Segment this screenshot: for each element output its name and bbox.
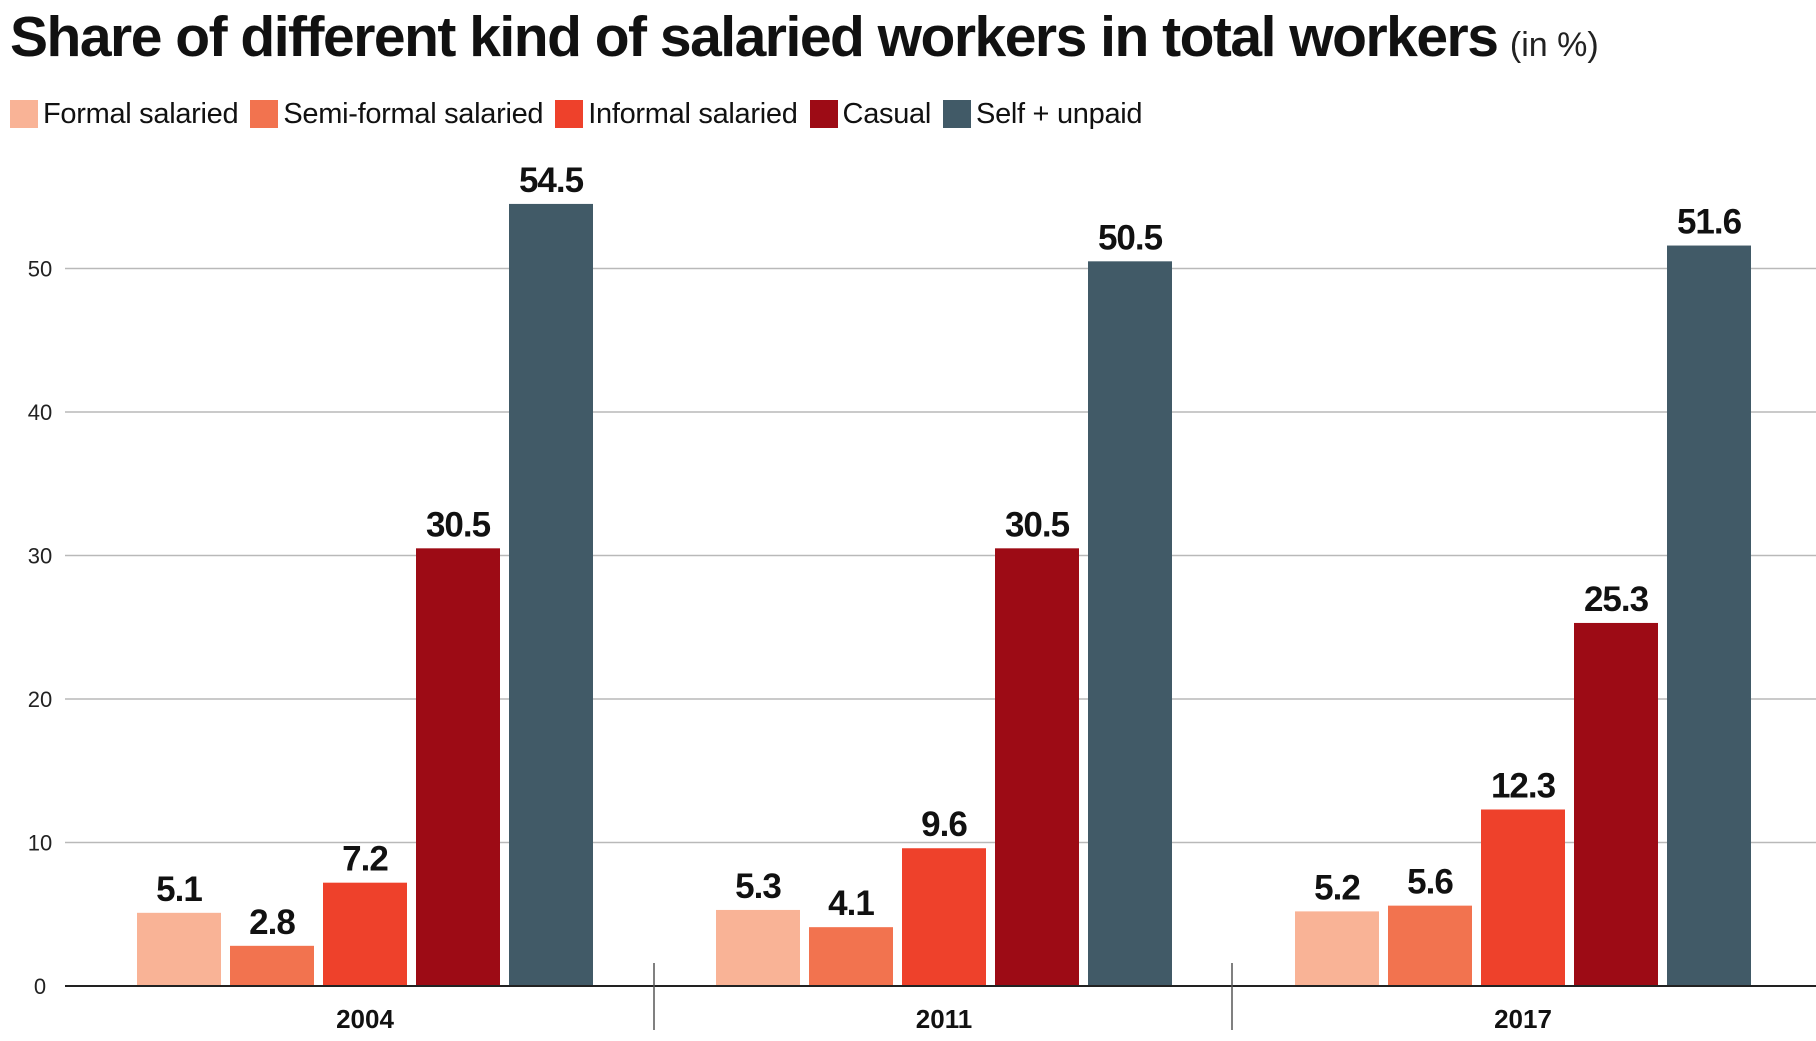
bar-2011-self-unpaid	[1088, 261, 1172, 986]
data-label-2004-casual: 30.5	[426, 505, 491, 544]
chart-title-unit: (in %)	[1509, 26, 1599, 64]
y-tick-label-30: 30	[28, 544, 52, 569]
bar-2011-semi-formal-salaried	[809, 927, 893, 986]
legend-label-casual: Casual	[842, 97, 932, 130]
data-label-2004-semi-formal-salaried: 2.8	[249, 903, 295, 942]
legend: Formal salaried Semi-formal salaried Inf…	[10, 94, 1154, 134]
bar-2017-self-unpaid	[1667, 245, 1751, 987]
legend-swatch-informal-salaried	[555, 100, 584, 128]
legend-swatch-formal-salaried	[10, 100, 38, 128]
legend-label-semi-formal-salaried: Semi-formal salaried	[283, 97, 544, 130]
data-label-2011-informal-salaried: 9.6	[921, 805, 967, 844]
legend-item-informal-salaried: Informal salaried	[555, 97, 798, 131]
bar-2011-informal-salaried	[902, 848, 986, 986]
legend-label-formal-salaried: Formal salaried	[43, 97, 239, 130]
data-label-2011-self-unpaid: 50.5	[1098, 218, 1163, 257]
bar-2017-casual	[1574, 622, 1658, 986]
legend-swatch-self-unpaid	[943, 100, 972, 128]
legend-item-semi-formal-salaried: Semi-formal salaried	[250, 97, 544, 131]
data-label-2011-formal-salaried: 5.3	[735, 867, 781, 906]
data-label-2017-semi-formal-salaried: 5.6	[1407, 863, 1453, 902]
y-tick-label-0: 0	[34, 974, 46, 999]
bar-2011-formal-salaried	[716, 909, 800, 986]
legend-swatch-semi-formal-salaried	[250, 100, 279, 128]
legend-swatch-casual	[809, 100, 838, 128]
y-tick-label-40: 40	[28, 400, 52, 425]
legend-item-self-unpaid: Self + unpaid	[943, 97, 1143, 131]
bar-2004-self-unpaid	[509, 203, 593, 987]
bar-2011-casual	[995, 548, 1079, 986]
bar-2017-informal-salaried	[1481, 809, 1565, 986]
data-label-2017-self-unpaid: 51.6	[1677, 203, 1742, 242]
bar-2004-semi-formal-salaried	[230, 945, 314, 986]
y-tick-label-50: 50	[28, 257, 52, 282]
data-label-2004-informal-salaried: 7.2	[342, 840, 388, 879]
data-label-2017-formal-salaried: 5.2	[1314, 868, 1360, 907]
data-label-2011-semi-formal-salaried: 4.1	[828, 884, 874, 923]
x-category-label-2017: 2017	[1494, 1004, 1552, 1034]
x-category-label-2011: 2011	[916, 1004, 972, 1034]
legend-item-formal-salaried: Formal salaried	[10, 97, 239, 131]
bar-2017-semi-formal-salaried	[1388, 905, 1472, 986]
y-tick-label-20: 20	[28, 687, 52, 712]
data-label-2011-casual: 30.5	[1005, 505, 1070, 544]
y-tick-label-10: 10	[28, 831, 52, 856]
legend-label-informal-salaried: Informal salaried	[588, 97, 798, 130]
bar-2004-informal-salaried	[323, 882, 407, 986]
chart-title-main: Share of different kind of salaried work…	[10, 5, 1499, 69]
bar-2017-formal-salaried	[1295, 911, 1379, 986]
legend-label-self-unpaid: Self + unpaid	[976, 97, 1143, 130]
data-label-2017-casual: 25.3	[1584, 580, 1649, 619]
bar-2004-casual	[416, 548, 500, 986]
chart-title: Share of different kind of salaried work…	[10, 2, 1599, 87]
bar-2004-formal-salaried	[137, 912, 221, 986]
x-category-label-2004: 2004	[336, 1004, 394, 1034]
data-label-2004-formal-salaried: 5.1	[156, 870, 202, 909]
data-label-2017-informal-salaried: 12.3	[1491, 766, 1556, 805]
data-label-2004-self-unpaid: 54.5	[519, 161, 584, 200]
legend-item-casual: Casual	[809, 97, 932, 131]
